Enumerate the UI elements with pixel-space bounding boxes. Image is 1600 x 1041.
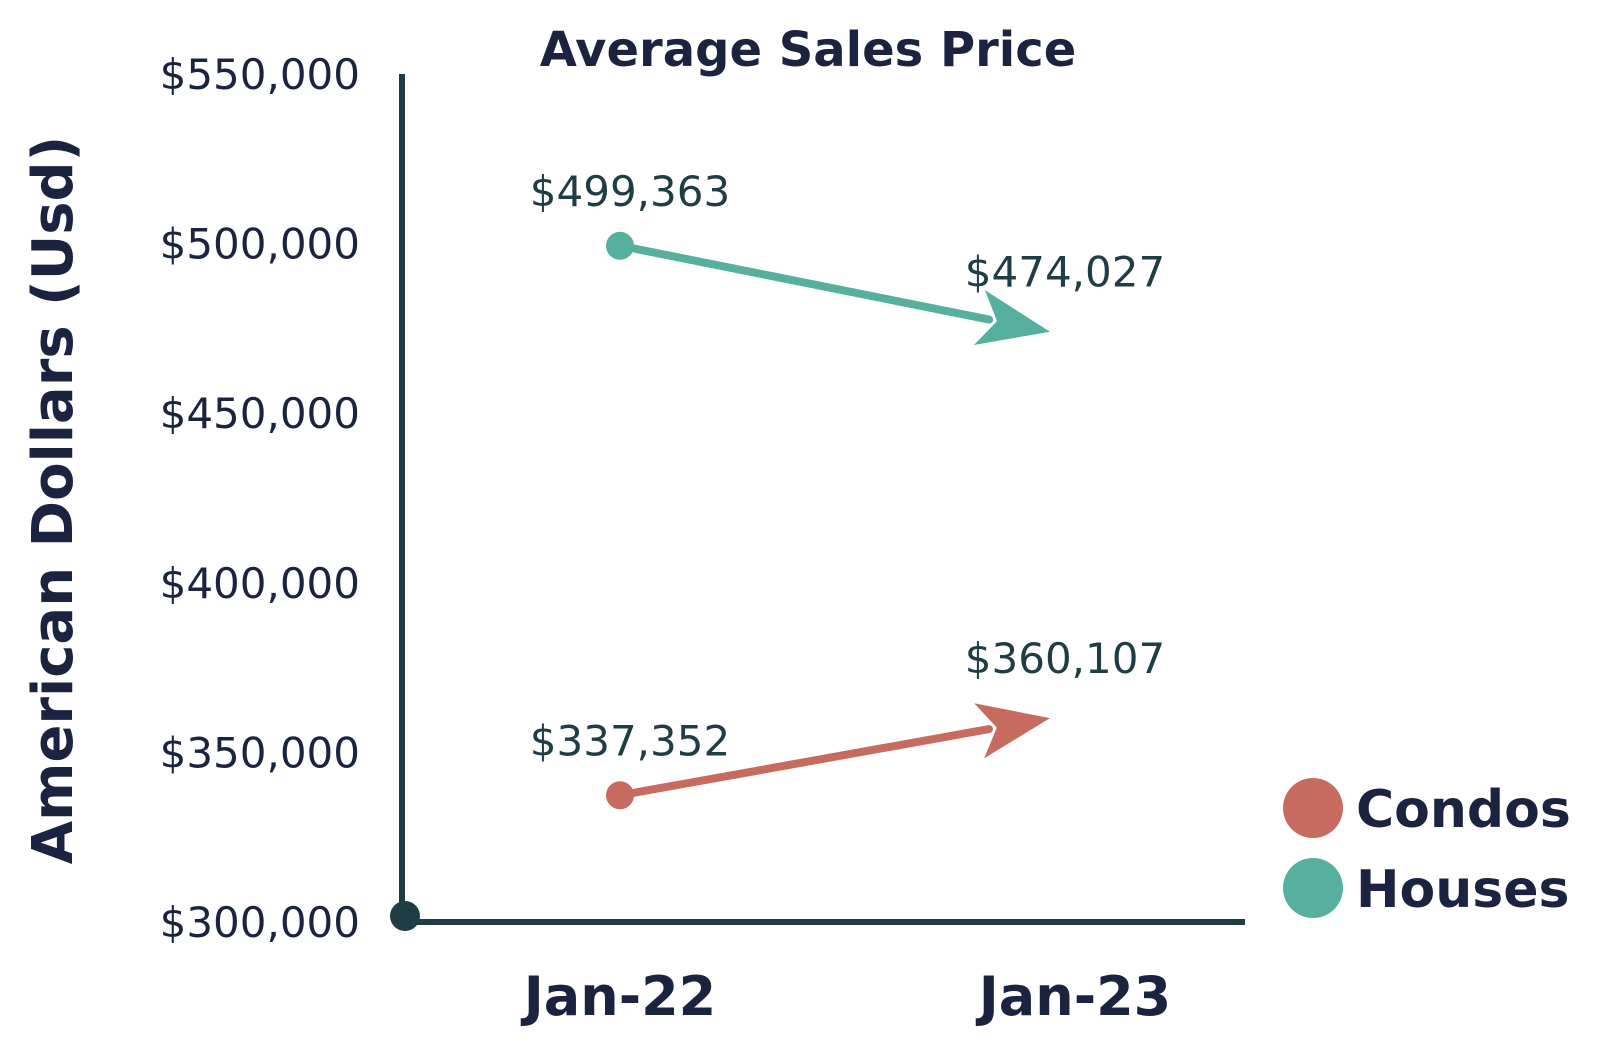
arrow-head	[974, 703, 1050, 759]
series-condos: $337,352 $360,107	[530, 634, 1165, 810]
y-axis-label: American Dollars (Usd)	[21, 136, 86, 865]
y-tick-label: $500,000	[160, 220, 360, 269]
y-tick-label: $550,000	[160, 50, 360, 99]
legend: Condos Houses	[1283, 778, 1571, 920]
arrow-head	[973, 290, 1050, 346]
legend-label: Houses	[1356, 860, 1569, 920]
series-houses: $499,363 $474,027	[530, 167, 1165, 346]
series-line	[616, 725, 993, 800]
data-label: $337,352	[530, 716, 730, 765]
data-label: $474,027	[965, 248, 1165, 297]
legend-swatch	[1283, 778, 1343, 838]
x-tick-label: Jan-22	[520, 965, 717, 1028]
data-label: $499,363	[530, 167, 730, 216]
y-tick-label: $400,000	[160, 559, 360, 608]
y-tick-label: $300,000	[160, 898, 360, 947]
data-point	[606, 231, 634, 260]
y-tick-label: $350,000	[160, 728, 360, 777]
axis-origin-dot	[390, 901, 420, 931]
data-point	[606, 781, 634, 810]
data-label: $360,107	[965, 634, 1165, 683]
series-layer: $337,352 $360,107 $499,363 $474,027	[530, 167, 1165, 810]
series-line	[616, 241, 994, 324]
legend-label: Condos	[1356, 780, 1571, 840]
x-axis-ticks: Jan-22 Jan-23	[520, 965, 1172, 1028]
y-tick-label: $450,000	[160, 389, 360, 438]
legend-swatch	[1283, 858, 1343, 918]
x-tick-label: Jan-23	[975, 965, 1172, 1028]
chart-title: Average Sales Price	[540, 22, 1077, 78]
y-axis-ticks: $300,000 $350,000 $400,000 $450,000 $500,000…	[160, 50, 360, 947]
